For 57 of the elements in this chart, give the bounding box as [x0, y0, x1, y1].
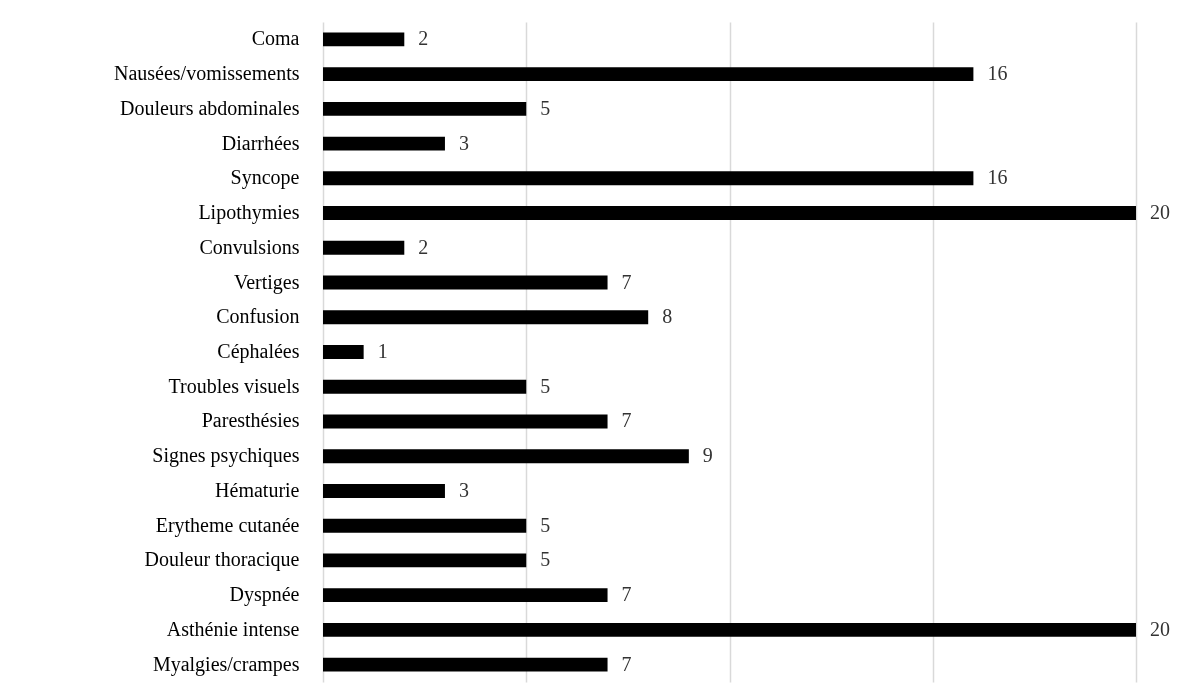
data-label: 3 [458, 131, 469, 154]
bar [323, 657, 608, 672]
bar [323, 206, 1136, 220]
y-tick-label: Nausées/vomissements [113, 62, 300, 85]
data-label: 5 [540, 513, 551, 536]
data-label: 5 [540, 374, 551, 397]
y-tick-label: Paresthésies [201, 409, 300, 432]
y-tick-label: Convulsions [199, 235, 300, 258]
bar [323, 484, 445, 498]
bar [323, 518, 527, 533]
y-tick-label: Vertiges [233, 270, 300, 294]
bar [323, 622, 1136, 637]
bar [323, 588, 608, 603]
bar [323, 67, 974, 82]
bar [323, 32, 405, 47]
bar [323, 414, 608, 429]
bar [323, 449, 689, 464]
data-label: 7 [621, 270, 632, 293]
data-label: 16 [987, 166, 1008, 189]
y-tick-label: Troubles visuels [168, 374, 300, 397]
bar [323, 275, 608, 290]
y-tick-label: Asthénie intense [166, 617, 300, 640]
y-tick-label: Douleurs abdominales [120, 96, 300, 119]
y-tick-label: Coma [251, 27, 300, 50]
bar [323, 553, 527, 568]
bar [323, 101, 527, 116]
data-label: 9 [702, 444, 713, 467]
bar [323, 379, 527, 394]
y-tick-label: Lipothymies [198, 201, 300, 225]
bar [323, 310, 649, 325]
y-tick-label: Douleur thoracique [144, 548, 300, 572]
y-tick-label: Dyspnée [229, 583, 300, 607]
y-tick-label: Hématurie [215, 478, 300, 501]
y-tick-label: Syncope [230, 166, 300, 190]
data-label: 5 [540, 96, 551, 119]
data-label: 7 [621, 583, 632, 606]
y-tick-label: Myalgies/crampes [152, 652, 300, 676]
y-tick-label: Erytheme cutanée [155, 513, 300, 537]
bar [323, 240, 405, 255]
y-tick-label: Signes psychiques [152, 444, 300, 468]
data-label: 2 [418, 27, 429, 50]
data-label: 7 [621, 409, 632, 432]
data-label: 20 [1150, 201, 1170, 224]
bar [323, 345, 364, 359]
data-label: 5 [540, 548, 551, 571]
bar [323, 136, 445, 151]
data-label: 7 [621, 652, 632, 675]
data-label: 1 [377, 340, 388, 362]
data-label: 3 [458, 478, 469, 501]
data-label: 16 [987, 62, 1008, 85]
data-label: 8 [662, 305, 673, 328]
y-tick-label: Confusion [216, 305, 300, 328]
data-label: 20 [1150, 617, 1170, 640]
y-tick-label: Céphalées [217, 340, 300, 363]
data-label: 2 [418, 235, 429, 258]
y-tick-label: Diarrhées [221, 131, 300, 154]
bar [323, 171, 974, 186]
